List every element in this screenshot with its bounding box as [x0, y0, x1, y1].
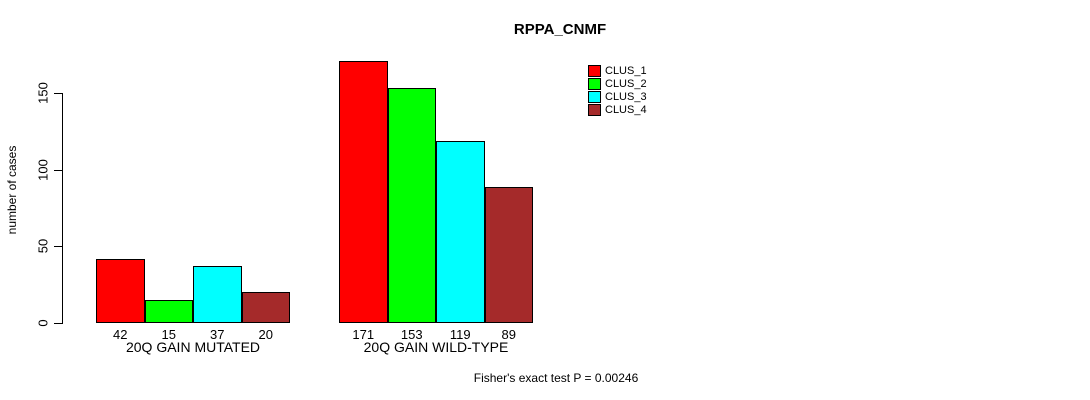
- y-tick-label: 0: [35, 319, 51, 327]
- y-axis-line: [62, 93, 63, 324]
- bar-value-label: 119: [449, 327, 471, 342]
- legend-swatch-clus_3: [588, 91, 601, 103]
- legend-label: CLUS_2: [605, 78, 647, 90]
- chart-title: RPPA_CNMF: [513, 21, 607, 38]
- bar-value-label: 89: [501, 327, 516, 342]
- bar-clus_2-group1: [144, 300, 193, 323]
- bar-value-label: 171: [352, 327, 375, 342]
- bar-clus_3-group2: [436, 140, 485, 323]
- legend-label: CLUS_4: [605, 104, 647, 116]
- y-tick-label: 100: [35, 158, 51, 181]
- legend-swatch-clus_2: [588, 78, 601, 90]
- legend-label: CLUS_3: [605, 91, 647, 103]
- bar-clus_3-group1: [193, 266, 242, 323]
- bar-value-label: 37: [210, 327, 225, 342]
- legend-swatch-clus_4: [588, 104, 601, 116]
- bar-clus_1-group1: [96, 258, 145, 323]
- y-tick-mark: [54, 93, 62, 94]
- legend-label: CLUS_1: [605, 65, 647, 77]
- y-axis-label: number of cases: [5, 145, 19, 235]
- legend-swatch-clus_1: [588, 65, 601, 77]
- bar-clus_1-group2: [339, 60, 388, 323]
- category-label: 20Q GAIN WILD-TYPE: [363, 339, 509, 355]
- bar-clus_4-group2: [484, 186, 533, 323]
- bar-value-label: 20: [258, 327, 273, 342]
- y-tick-label: 50: [35, 239, 51, 254]
- annotation-text: Fisher's exact test P = 0.00246: [473, 371, 639, 385]
- y-tick-mark: [54, 246, 62, 248]
- y-tick-mark: [54, 169, 62, 171]
- y-tick-mark: [54, 323, 62, 324]
- y-tick-label: 150: [35, 82, 51, 104]
- bar-value-label: 153: [400, 327, 423, 342]
- category-label: 20Q GAIN MUTATED: [125, 339, 261, 355]
- bar-value-label: 15: [161, 327, 176, 342]
- bar-value-label: 42: [113, 327, 128, 342]
- bar-clus_2-group2: [387, 88, 436, 323]
- bar-clus_4-group1: [241, 292, 290, 323]
